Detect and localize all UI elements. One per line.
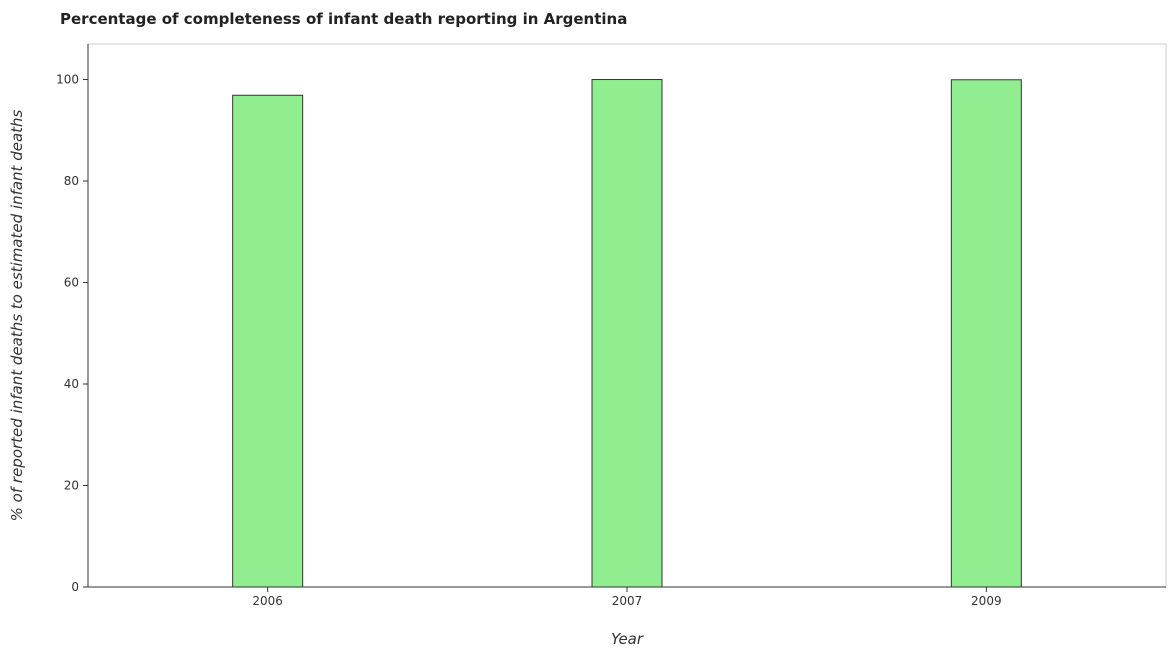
x-tick-label: 2009	[971, 594, 1002, 608]
bar-2009	[950, 79, 1022, 588]
chart-title: Percentage of completeness of infant dea…	[60, 10, 628, 28]
x-axis-label: Year	[611, 630, 644, 648]
y-tick-label: 40	[64, 377, 79, 391]
y-tick-label: 20	[64, 479, 79, 493]
x-tick-label: 2006	[252, 594, 283, 608]
y-tick-label: 60	[64, 276, 79, 290]
x-tick-label: 2007	[612, 594, 643, 608]
bar-2007	[591, 79, 663, 588]
y-tick-label: 80	[64, 174, 79, 188]
bar-2006	[232, 94, 304, 588]
y-tick-label: 100	[56, 73, 79, 87]
y-tick-label: 0	[71, 580, 79, 594]
y-axis-label: % of reported infant deaths to estimated…	[8, 109, 26, 521]
